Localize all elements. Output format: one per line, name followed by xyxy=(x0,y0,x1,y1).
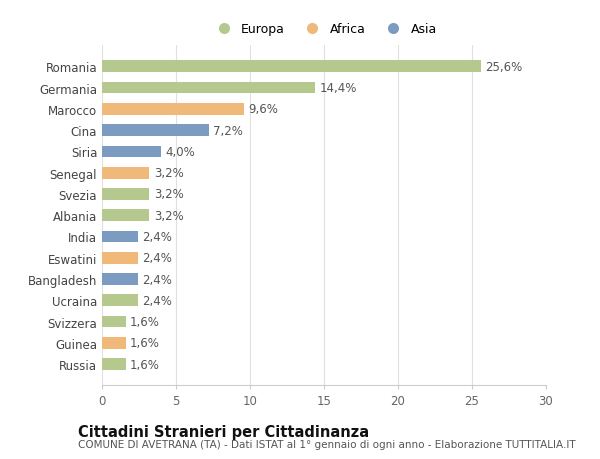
Text: 1,6%: 1,6% xyxy=(130,358,160,371)
Bar xyxy=(102,210,149,222)
Text: COMUNE DI AVETRANA (TA) - Dati ISTAT al 1° gennaio di ogni anno - Elaborazione T: COMUNE DI AVETRANA (TA) - Dati ISTAT al … xyxy=(78,439,575,449)
Bar xyxy=(102,231,137,243)
Bar xyxy=(102,104,244,116)
Text: 9,6%: 9,6% xyxy=(248,103,278,116)
Bar xyxy=(102,146,161,158)
Bar xyxy=(102,252,137,264)
Text: Cittadini Stranieri per Cittadinanza: Cittadini Stranieri per Cittadinanza xyxy=(78,425,369,440)
Bar xyxy=(102,125,209,137)
Text: 14,4%: 14,4% xyxy=(320,82,357,95)
Bar xyxy=(102,337,125,349)
Bar xyxy=(102,189,149,200)
Bar xyxy=(102,168,149,179)
Legend: Europa, Africa, Asia: Europa, Africa, Asia xyxy=(206,18,442,41)
Text: 1,6%: 1,6% xyxy=(130,336,160,350)
Text: 3,2%: 3,2% xyxy=(154,188,184,201)
Text: 2,4%: 2,4% xyxy=(142,294,172,307)
Bar xyxy=(102,62,481,73)
Bar xyxy=(102,358,125,370)
Text: 3,2%: 3,2% xyxy=(154,167,184,180)
Text: 3,2%: 3,2% xyxy=(154,209,184,222)
Text: 2,4%: 2,4% xyxy=(142,230,172,243)
Text: 4,0%: 4,0% xyxy=(166,146,196,158)
Text: 7,2%: 7,2% xyxy=(213,124,243,137)
Text: 2,4%: 2,4% xyxy=(142,252,172,265)
Text: 1,6%: 1,6% xyxy=(130,315,160,328)
Bar xyxy=(102,274,137,285)
Text: 2,4%: 2,4% xyxy=(142,273,172,286)
Bar xyxy=(102,83,315,94)
Text: 25,6%: 25,6% xyxy=(485,61,523,73)
Bar xyxy=(102,295,137,307)
Bar xyxy=(102,316,125,328)
